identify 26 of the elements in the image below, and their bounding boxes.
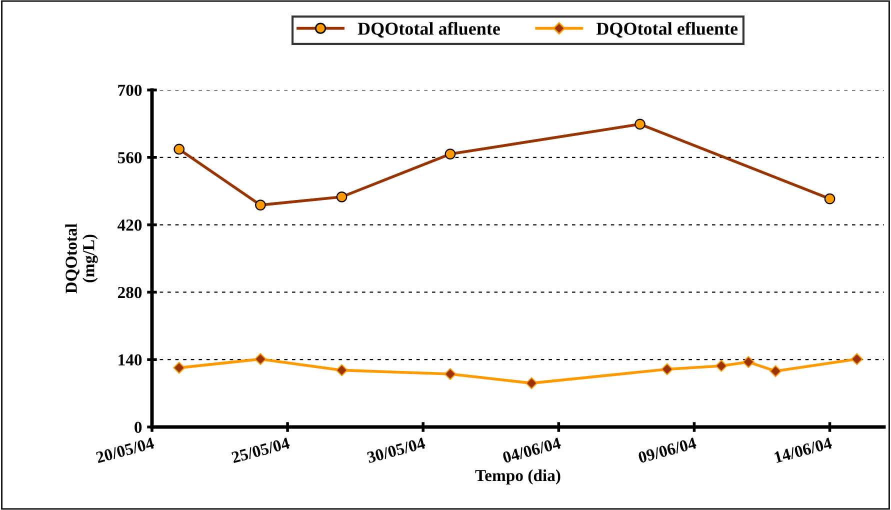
y-tick-label: 560: [118, 152, 142, 164]
point: [173, 362, 186, 374]
point: [254, 353, 266, 366]
point: [850, 353, 863, 366]
point: [770, 365, 782, 378]
y-tick-label: 420: [118, 220, 142, 231]
y-tick-label: 140: [118, 354, 142, 366]
point: [336, 364, 348, 376]
x-tick-label: 04/06/04: [502, 437, 562, 464]
x-tick-label: 20/05/04: [96, 437, 155, 464]
point: [526, 377, 538, 390]
x-tick-label: 25/05/04: [231, 437, 290, 464]
x-tick-label: 09/06/04: [638, 437, 697, 464]
x-axis-title: Tempo (dia): [475, 469, 560, 485]
x-tick-label: 30/05/04: [366, 437, 426, 464]
y-tick-label: 700: [118, 84, 142, 96]
point: [742, 356, 754, 368]
x-tick-label: 14/06/04: [774, 437, 833, 464]
y-tick-label: 280: [118, 286, 142, 298]
point: [661, 363, 674, 376]
y-tick-label: 0: [134, 422, 142, 433]
y-axis-title: DQOtotal (mg/L): [65, 224, 98, 294]
legend-label: DQOtotal afluente: [358, 22, 500, 38]
point: [444, 368, 456, 380]
legend-label: DQOtotal efluente: [596, 22, 738, 38]
point: [715, 360, 728, 372]
